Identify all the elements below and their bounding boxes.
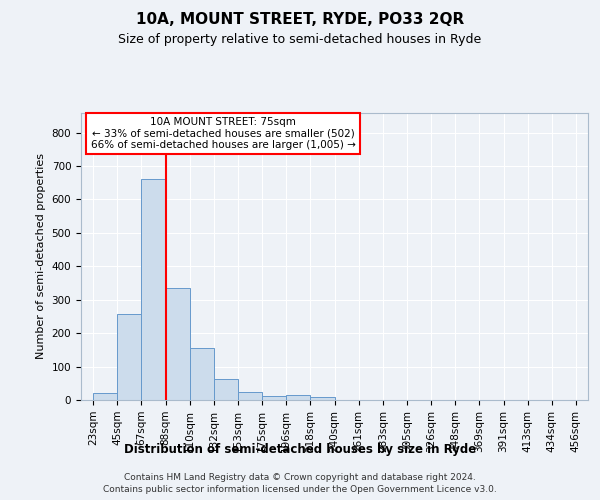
Text: 10A, MOUNT STREET, RYDE, PO33 2QR: 10A, MOUNT STREET, RYDE, PO33 2QR <box>136 12 464 28</box>
Bar <box>214 379 238 400</box>
Bar <box>117 314 142 400</box>
Text: Distribution of semi-detached houses by size in Ryde: Distribution of semi-detached houses by … <box>124 442 476 456</box>
Text: Contains public sector information licensed under the Open Government Licence v3: Contains public sector information licen… <box>103 485 497 494</box>
Bar <box>142 180 166 400</box>
Text: 10A MOUNT STREET: 75sqm
← 33% of semi-detached houses are smaller (502)
66% of s: 10A MOUNT STREET: 75sqm ← 33% of semi-de… <box>91 117 355 150</box>
Bar <box>286 396 310 400</box>
Bar <box>190 348 214 400</box>
Bar <box>238 392 262 400</box>
Bar <box>166 288 190 400</box>
Y-axis label: Number of semi-detached properties: Number of semi-detached properties <box>36 153 46 359</box>
Bar <box>310 396 335 400</box>
Bar <box>93 394 117 400</box>
Text: Contains HM Land Registry data © Crown copyright and database right 2024.: Contains HM Land Registry data © Crown c… <box>124 472 476 482</box>
Text: Size of property relative to semi-detached houses in Ryde: Size of property relative to semi-detach… <box>118 32 482 46</box>
Bar <box>262 396 286 400</box>
